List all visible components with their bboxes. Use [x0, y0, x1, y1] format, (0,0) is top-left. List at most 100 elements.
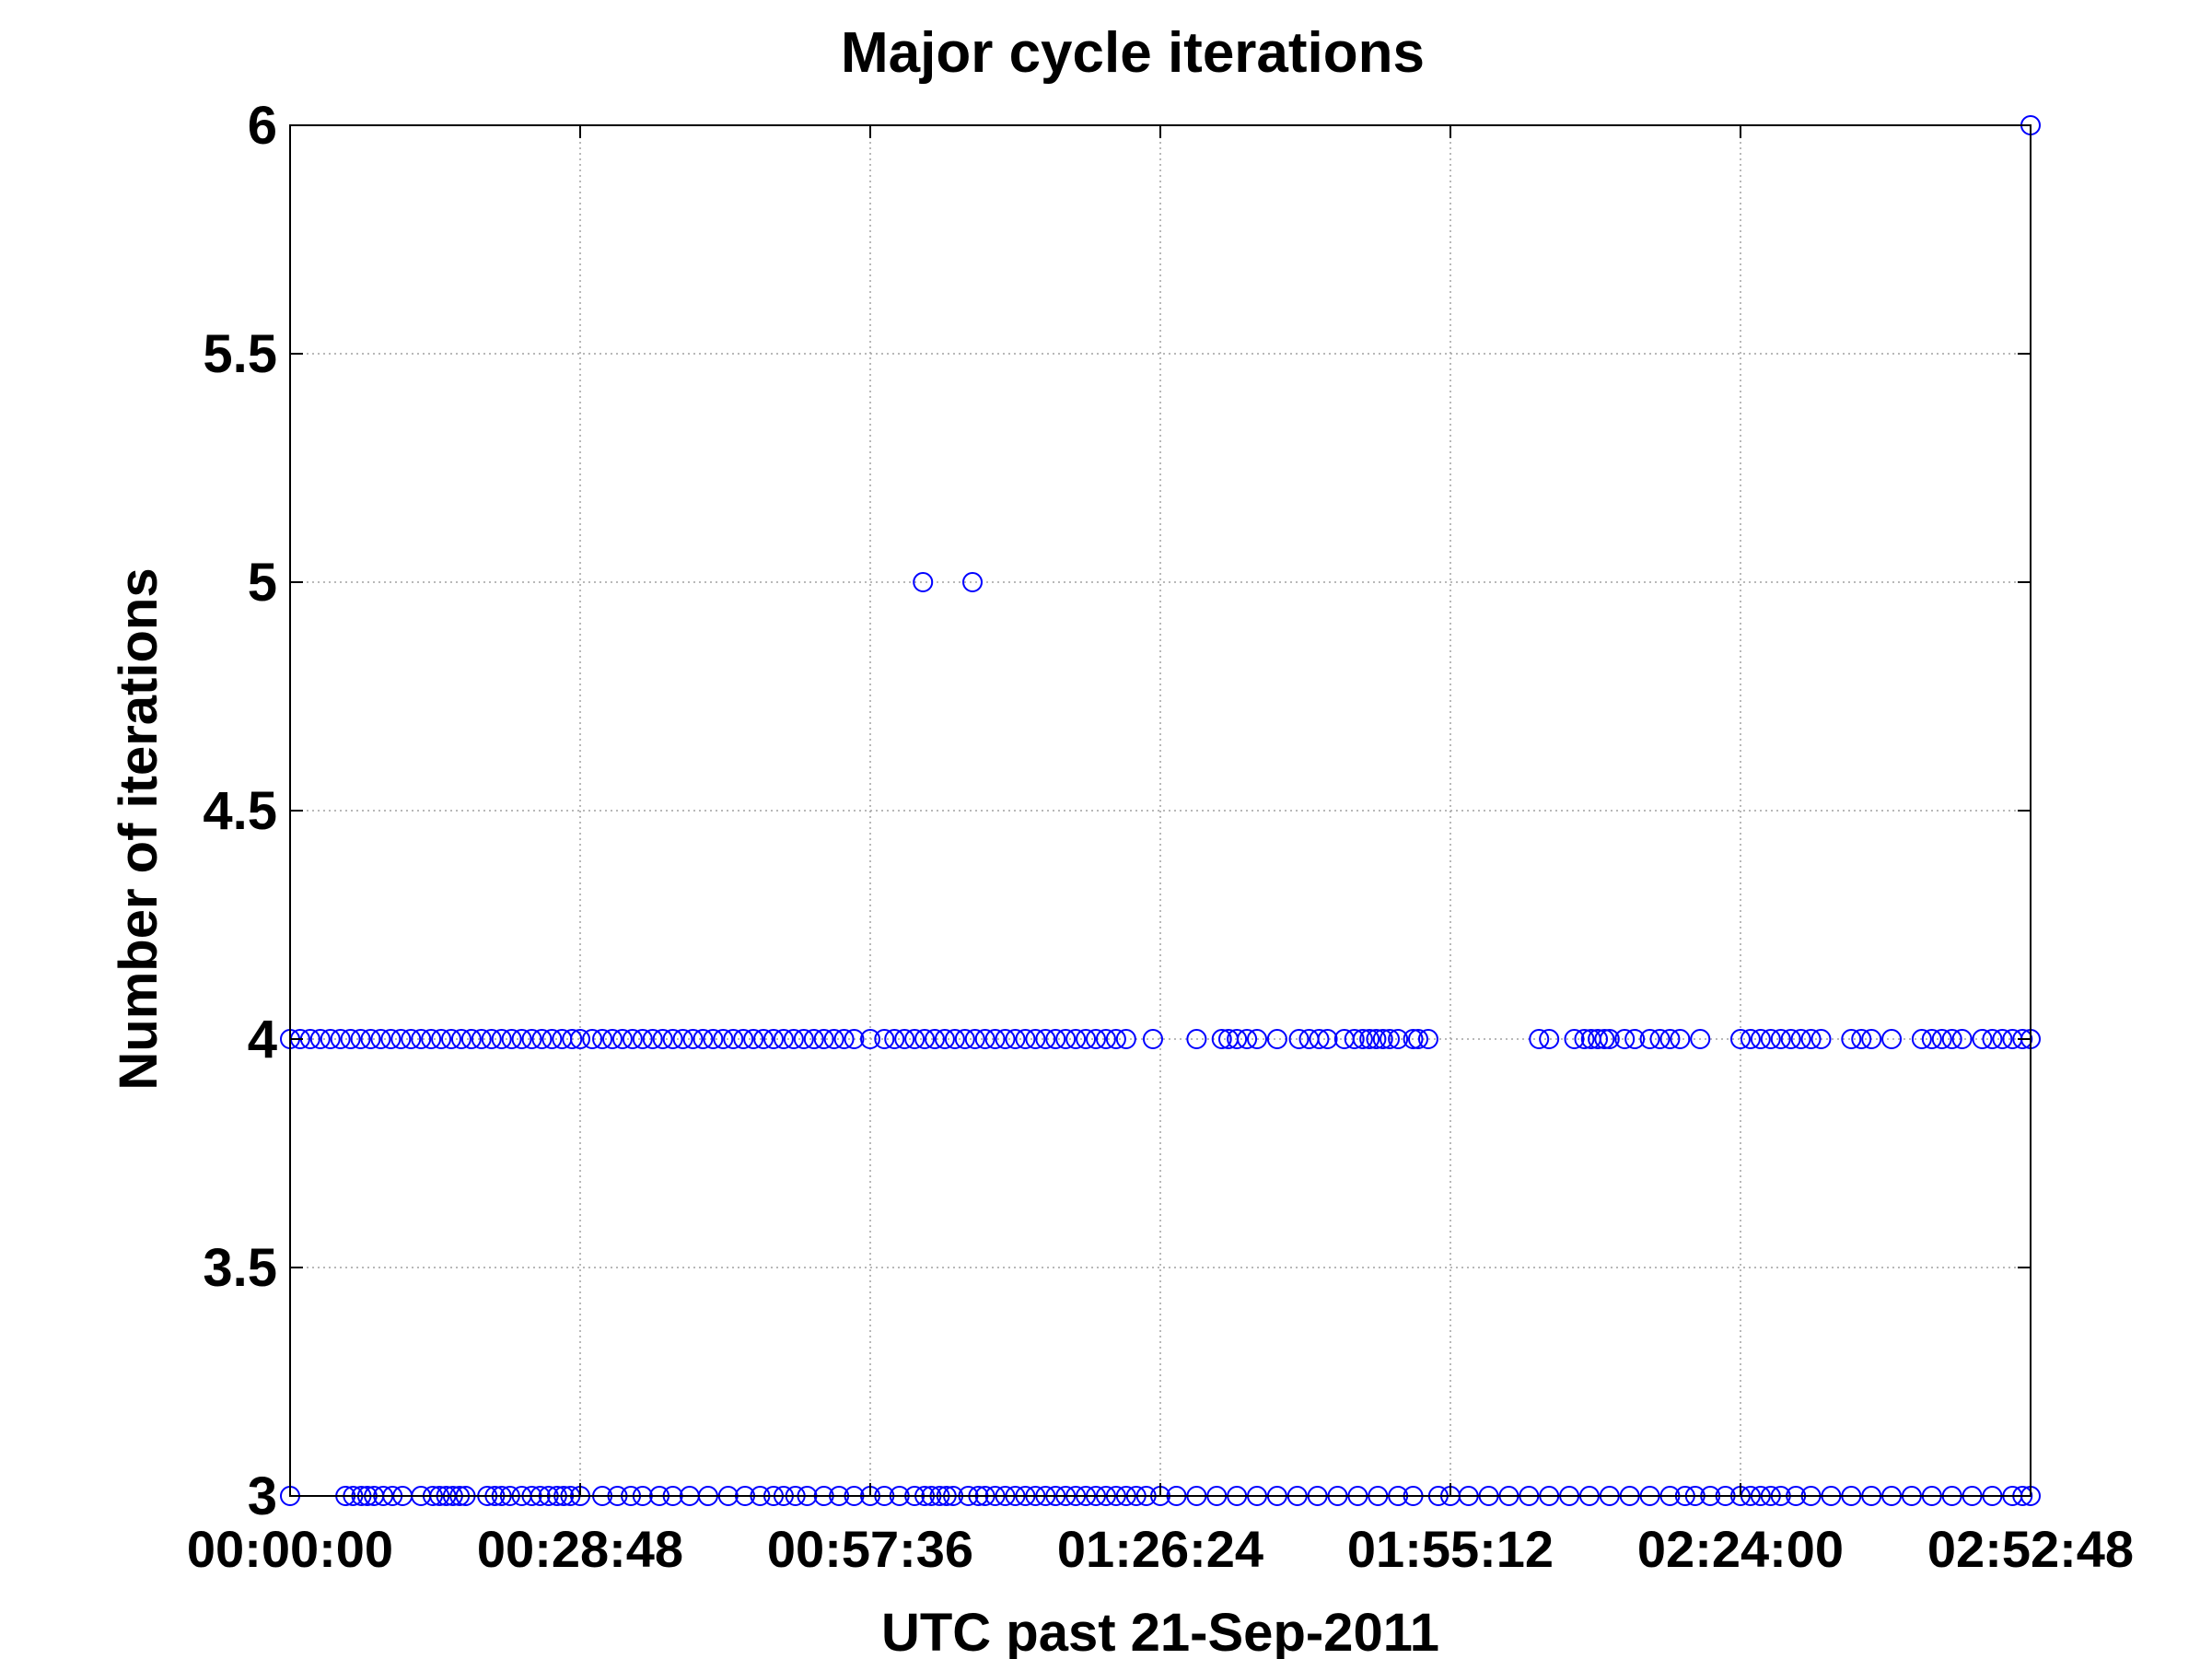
data-point	[360, 1029, 381, 1049]
data-point	[1921, 1029, 1942, 1049]
x-tick-label: 02:52:48	[1927, 1520, 2134, 1578]
data-point	[1982, 1029, 2003, 1049]
data-point	[1344, 1029, 1365, 1049]
y-tick-label: 5.5	[203, 324, 277, 384]
data-point	[934, 1029, 955, 1049]
data-point	[1790, 1029, 1811, 1049]
data-point	[682, 1029, 704, 1049]
data-point	[1529, 1029, 1550, 1049]
data-point	[390, 1029, 412, 1049]
y-axis-label: Number of iterations	[109, 567, 169, 1090]
data-point	[1045, 1029, 1066, 1049]
data-point	[1408, 1029, 1428, 1049]
data-point	[1035, 1029, 1056, 1049]
data-point	[471, 1029, 492, 1049]
data-point	[401, 1029, 422, 1049]
data-point	[1659, 1029, 1681, 1049]
data-point	[783, 1029, 804, 1049]
data-point	[1237, 1029, 1258, 1049]
data-point	[1614, 1029, 1636, 1049]
data-point	[860, 1029, 880, 1049]
data-point	[602, 1029, 623, 1049]
data-point	[1539, 1029, 1560, 1049]
data-point	[622, 1029, 643, 1049]
data-point	[491, 1029, 512, 1049]
data-point	[974, 1029, 995, 1049]
data-point	[1770, 1029, 1791, 1049]
y-tick-label: 4.5	[203, 781, 277, 841]
data-point	[1594, 1029, 1615, 1049]
data-point	[1076, 1029, 1097, 1049]
data-point	[733, 1029, 754, 1049]
data-point	[2012, 1029, 2033, 1049]
data-point	[582, 1029, 603, 1049]
data-point	[703, 1029, 724, 1049]
data-point	[1380, 1029, 1401, 1049]
data-point	[1095, 1029, 1116, 1049]
data-point	[441, 1029, 461, 1049]
data-point	[521, 1029, 542, 1049]
data-point	[340, 1029, 361, 1049]
data-point	[662, 1029, 683, 1049]
data-point	[1288, 1029, 1310, 1049]
axis-ticks	[289, 124, 2032, 1497]
data-point	[1227, 1029, 1248, 1049]
data-point	[693, 1029, 714, 1049]
data-point	[1417, 1029, 1438, 1049]
data-point	[1388, 1029, 1409, 1049]
data-point	[1931, 1029, 1952, 1049]
data-point	[1624, 1029, 1646, 1049]
data-point	[1639, 1029, 1660, 1049]
data-point	[813, 1029, 834, 1049]
data-point	[753, 1029, 774, 1049]
data-point	[611, 1029, 633, 1049]
data-point	[1142, 1029, 1163, 1049]
data-point	[803, 1029, 824, 1049]
data-point	[894, 1029, 915, 1049]
data-point	[723, 1029, 744, 1049]
data-point	[421, 1029, 442, 1049]
data-point	[1588, 1029, 1609, 1049]
data-point	[1800, 1029, 1822, 1049]
x-tick-label: 02:24:00	[1637, 1520, 1844, 1578]
data-point	[1851, 1029, 1872, 1049]
data-point	[1266, 1029, 1287, 1049]
data-point	[450, 1029, 472, 1049]
data-point	[1690, 1029, 1711, 1049]
data-point	[1055, 1029, 1077, 1049]
data-point	[1352, 1029, 1373, 1049]
data-point	[995, 1029, 1016, 1049]
data-point	[1247, 1029, 1267, 1049]
data-point	[962, 572, 984, 592]
data-point	[1730, 1029, 1751, 1049]
data-point	[1599, 1029, 1620, 1049]
x-tick-label: 01:55:12	[1347, 1520, 1554, 1578]
data-point	[1649, 1029, 1671, 1049]
data-point	[672, 1029, 693, 1049]
data-point	[884, 1029, 905, 1049]
data-point	[380, 1029, 402, 1049]
data-point	[954, 1029, 975, 1049]
data-point	[1403, 1029, 1424, 1049]
data-point	[1564, 1029, 1585, 1049]
x-tick-label: 00:57:36	[767, 1520, 973, 1578]
data-point	[562, 1029, 583, 1049]
data-point	[913, 572, 934, 592]
y-tick-label: 3	[248, 1466, 277, 1526]
data-point	[1366, 1029, 1387, 1049]
data-point	[1015, 1029, 1036, 1049]
data-point	[1670, 1029, 1691, 1049]
data-point	[431, 1029, 452, 1049]
data-point	[773, 1029, 794, 1049]
data-point	[1211, 1029, 1232, 1049]
data-point	[370, 1029, 391, 1049]
data-point	[904, 1029, 926, 1049]
x-tick-label: 00:28:48	[477, 1520, 683, 1578]
data-point	[481, 1029, 502, 1049]
data-point	[501, 1029, 522, 1049]
data-point	[1750, 1029, 1771, 1049]
data-point	[541, 1029, 563, 1049]
data-point	[632, 1029, 653, 1049]
data-point	[1780, 1029, 1801, 1049]
tick-labels: 00:00:00 00:28:48 00:57:36 01:26:24 01:55:12…	[187, 96, 2134, 1578]
